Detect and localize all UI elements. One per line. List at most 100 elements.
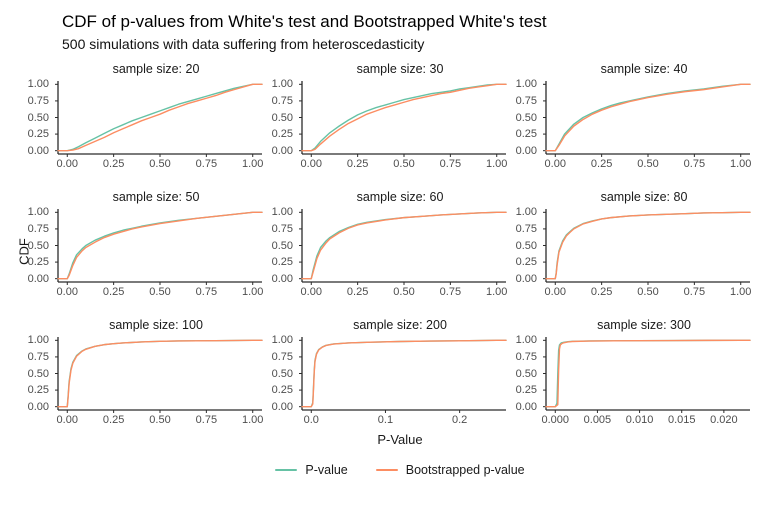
bootstrapped-p-value-cdf-line [57, 339, 263, 408]
y-tick-label: 0.50 [271, 239, 293, 252]
y-tick-label: 0.25 [515, 384, 537, 397]
facet-panel: sample size: 60 0.00 0.25 0.50 0.75 1.00 0.00 0… [264, 188, 508, 300]
y-tick-label: 0.75 [515, 94, 537, 107]
y-tick-labels: 0.00 0.25 0.50 0.75 1.00 [508, 206, 542, 286]
x-tick-label: 0.0 [303, 414, 319, 426]
x-tick-label: 0.25 [102, 286, 125, 298]
bootstrapped-p-value-cdf-line [545, 339, 751, 408]
facet-plot [54, 80, 263, 158]
facet-plot [54, 208, 263, 286]
facet-strip-label: sample size: 300 [597, 318, 691, 332]
x-tick-labels: 0.0 0.1 0.2 [298, 414, 502, 428]
y-tick-label: 1.00 [271, 334, 293, 347]
p-value-cdf-line [301, 339, 507, 408]
x-tick-label: 0.75 [683, 158, 706, 170]
y-tick-label: 0.25 [27, 384, 49, 397]
p-value-cdf-line [545, 211, 751, 280]
x-tick-label: 0.25 [590, 158, 613, 170]
facet-panel: sample size: 100 0.00 0.25 0.50 0.75 1.00 0.00… [20, 316, 264, 428]
y-tick-labels: 0.00 0.25 0.50 0.75 1.00 [264, 334, 298, 414]
y-tick-label: 1.00 [27, 78, 49, 91]
facet-strip-label: sample size: 50 [112, 190, 200, 204]
y-tick-label: 0.00 [27, 144, 49, 157]
p-value-cdf-line [301, 83, 507, 152]
x-tick-label: 0.50 [637, 158, 659, 170]
x-tick-label: 0.010 [625, 414, 654, 426]
y-tick-label: 0.25 [515, 128, 537, 141]
facet-panel: sample size: 30 0.00 0.25 0.50 0.75 1.00 0.00 0… [264, 60, 508, 172]
y-tick-label: 1.00 [515, 206, 537, 219]
x-tick-label: 0.2 [451, 414, 468, 426]
y-tick-label: 0.75 [515, 350, 537, 363]
y-tick-label: 0.25 [271, 384, 293, 397]
figure-header: CDF of p-values from White's test and Bo… [0, 0, 768, 60]
y-tick-label: 0.50 [271, 111, 293, 124]
facet-panel: sample size: 50 0.00 0.25 0.50 0.75 1.00 0.00 0… [20, 188, 264, 300]
x-tick-label: 1.00 [242, 158, 264, 170]
y-tick-label: 0.00 [515, 400, 537, 413]
p-value-line-swatch [275, 468, 298, 472]
y-tick-label: 0.25 [27, 128, 49, 141]
x-tick-label: 0.00 [56, 286, 78, 298]
x-tick-labels: 0.00 0.25 0.50 0.75 1.00 [54, 286, 264, 300]
x-tick-label: 0.75 [195, 158, 218, 170]
cdf-plot-svg [55, 209, 263, 285]
y-tick-label: 0.00 [271, 144, 293, 157]
facet-plot [542, 80, 751, 158]
y-tick-labels: 0.00 0.25 0.50 0.75 1.00 [20, 206, 54, 286]
y-tick-label: 1.00 [515, 334, 537, 347]
facet-strip-label: sample size: 20 [112, 62, 200, 76]
y-tick-label: 0.75 [515, 222, 537, 235]
y-tick-label: 0.75 [27, 350, 49, 363]
x-tick-label: 0.1 [377, 414, 394, 426]
y-tick-label: 0.25 [27, 256, 49, 269]
x-tick-label: 0.50 [393, 286, 415, 298]
x-tick-label: 0.75 [683, 286, 706, 298]
x-tick-label: 0.75 [439, 158, 462, 170]
cdf-plot-svg [55, 81, 263, 157]
facet-strip-label: sample size: 60 [356, 190, 444, 204]
x-tick-label: 0.50 [149, 158, 171, 170]
y-tick-label: 0.00 [27, 272, 49, 285]
x-tick-label: 0.020 [710, 414, 738, 426]
y-tick-label: 0.00 [515, 144, 537, 157]
y-tick-labels: 0.00 0.25 0.50 0.75 1.00 [508, 78, 542, 158]
bootstrapped-p-value-cdf-line [545, 211, 751, 280]
facet-grid: sample size: 20 0.00 0.25 0.50 0.75 1.00 0.00 0… [20, 60, 760, 428]
x-tick-label: 0.015 [667, 414, 696, 426]
y-tick-label: 0.25 [271, 128, 293, 141]
x-tick-labels: 0.00 0.25 0.50 0.75 1.00 [54, 414, 264, 428]
legend-label: P-value [305, 463, 348, 477]
x-tick-label: 0.50 [149, 414, 171, 426]
x-tick-labels: 0.00 0.25 0.50 0.75 1.00 [298, 286, 508, 300]
y-tick-label: 1.00 [27, 334, 49, 347]
y-tick-label: 0.25 [271, 256, 293, 269]
x-tick-label: 1.00 [730, 158, 752, 170]
legend-item-bootstrapped-p-value: Bootstrapped p-value [375, 463, 525, 477]
x-tick-label: 0.000 [541, 414, 570, 426]
facet-panel: sample size: 200 0.00 0.25 0.50 0.75 1.00 0.0 0… [264, 316, 507, 428]
x-tick-label: 0.25 [102, 414, 125, 426]
chart-subtitle: 500 simulations with data suffering from… [62, 36, 425, 52]
chart-title: CDF of p-values from White's test and Bo… [62, 12, 547, 31]
x-tick-label: 0.00 [56, 414, 78, 426]
y-tick-label: 0.75 [27, 94, 49, 107]
x-tick-label: 0.25 [346, 286, 369, 298]
x-tick-label: 0.005 [583, 414, 612, 426]
y-tick-label: 1.00 [27, 206, 49, 219]
facet-plot [542, 208, 751, 286]
bootstrapped-p-value-cdf-line [301, 83, 507, 152]
cdf-plot-svg [299, 337, 507, 413]
x-tick-labels: 0.00 0.25 0.50 0.75 1.00 [542, 286, 752, 300]
facet-strip-label: sample size: 200 [353, 318, 447, 332]
x-tick-labels: 0.00 0.25 0.50 0.75 1.00 [298, 158, 508, 172]
y-tick-labels: 0.00 0.25 0.50 0.75 1.00 [20, 78, 54, 158]
cdf-plot-svg [543, 337, 751, 413]
legend: P-value Bootstrapped p-value [32, 463, 768, 477]
facet-panel: sample size: 40 0.00 0.25 0.50 0.75 1.00 0.00 0… [508, 60, 752, 172]
legend-item-p-value: P-value [275, 463, 348, 477]
p-value-cdf-line [545, 83, 751, 152]
bootstrapped-p-value-cdf-line [301, 211, 507, 280]
x-tick-label: 0.25 [102, 158, 125, 170]
